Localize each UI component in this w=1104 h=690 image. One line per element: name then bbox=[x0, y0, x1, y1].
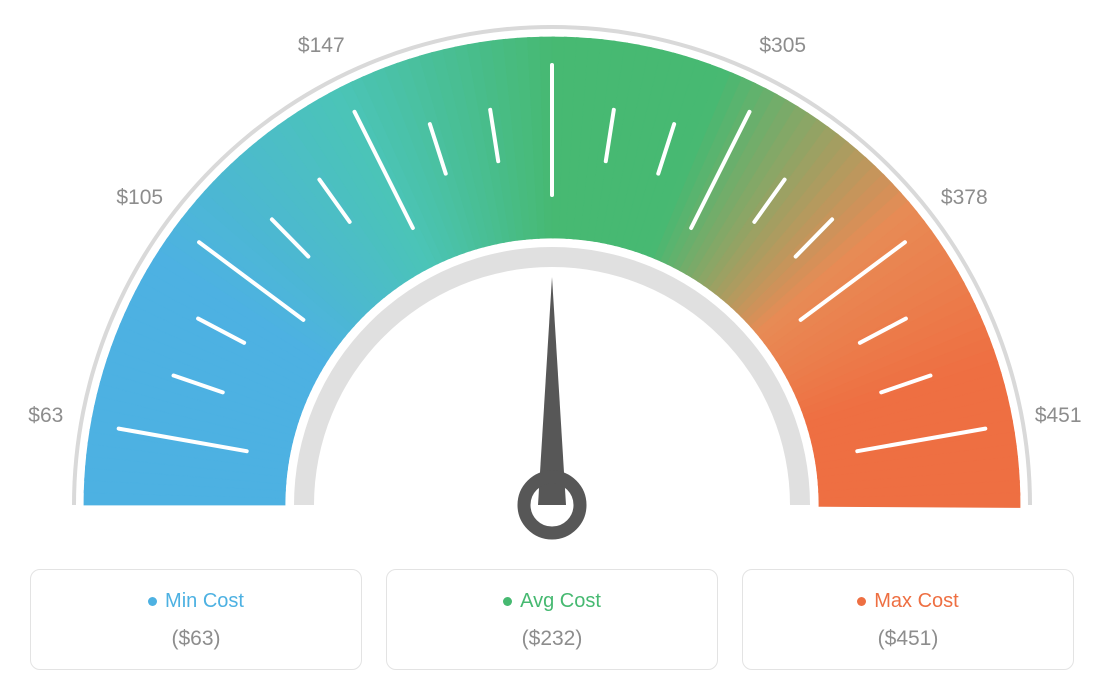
gauge-tick-label: $105 bbox=[116, 186, 163, 210]
legend-title-avg: Avg Cost bbox=[503, 590, 601, 613]
legend-card-avg: Avg Cost ($232) bbox=[386, 569, 718, 670]
legend-row: Min Cost ($63) Avg Cost ($232) Max Cost … bbox=[30, 569, 1074, 670]
legend-card-min: Min Cost ($63) bbox=[30, 569, 362, 670]
gauge-area: $63 $105 $147 $232 $305 $378 $451 bbox=[0, 0, 1104, 560]
legend-title-text: Avg Cost bbox=[520, 590, 601, 613]
gauge-tick-label: $305 bbox=[759, 34, 806, 58]
legend-title-min: Min Cost bbox=[148, 590, 244, 613]
legend-value-max: ($451) bbox=[753, 627, 1063, 651]
gauge-tick-label: $451 bbox=[1035, 404, 1082, 428]
legend-card-max: Max Cost ($451) bbox=[742, 569, 1074, 670]
legend-value-min: ($63) bbox=[41, 627, 351, 651]
gauge-tick-label: $147 bbox=[298, 34, 345, 58]
legend-value-avg: ($232) bbox=[397, 627, 707, 651]
dot-icon bbox=[148, 597, 157, 606]
dot-icon bbox=[503, 597, 512, 606]
gauge-tick-label: $378 bbox=[941, 186, 988, 210]
gauge-chart-container: { "gauge": { "type": "gauge", "cx": 552,… bbox=[0, 0, 1104, 690]
gauge-tick-label: $232 bbox=[529, 0, 576, 3]
legend-title-text: Max Cost bbox=[874, 590, 958, 613]
legend-title-text: Min Cost bbox=[165, 590, 244, 613]
gauge-svg bbox=[0, 10, 1104, 570]
gauge-tick-label: $63 bbox=[28, 404, 63, 428]
legend-title-max: Max Cost bbox=[857, 590, 958, 613]
dot-icon bbox=[857, 597, 866, 606]
